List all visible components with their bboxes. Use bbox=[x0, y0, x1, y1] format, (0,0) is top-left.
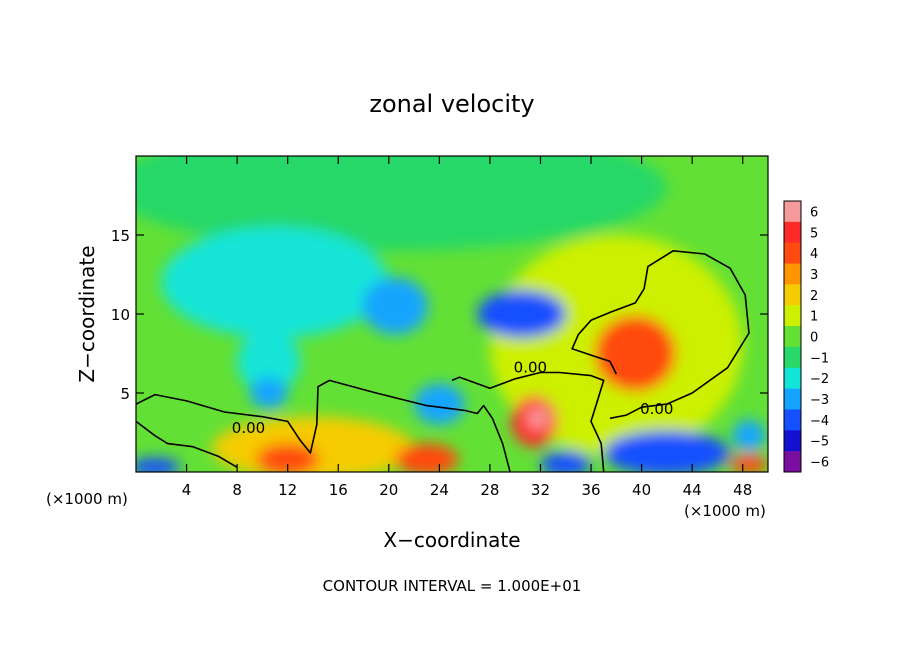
contour-interval-note: CONTOUR INTERVAL = 1.000E+01 bbox=[323, 577, 582, 595]
field-lower-red-mid bbox=[395, 443, 459, 472]
field-surface-blue-mid bbox=[540, 451, 592, 472]
x-axis-label: X−coordinate bbox=[383, 528, 520, 552]
chart-title: zonal velocity bbox=[369, 90, 534, 118]
x-tick-label: 4 bbox=[182, 481, 192, 499]
x-tick-label: 36 bbox=[581, 481, 600, 499]
colorbar-label: 2 bbox=[810, 289, 818, 304]
x-tick-label: 48 bbox=[733, 481, 752, 499]
x-tick-label: 44 bbox=[683, 481, 702, 499]
field-surface-red-right bbox=[730, 454, 768, 472]
colorbar-label: −1 bbox=[810, 351, 829, 366]
field-blue-core-a bbox=[362, 277, 428, 335]
field-red-plume-top bbox=[526, 407, 550, 430]
field-blue-patch-center bbox=[414, 383, 465, 425]
velocity-field bbox=[136, 156, 768, 472]
field-cyan-patch-left bbox=[237, 329, 301, 393]
colorbar-swatch bbox=[784, 430, 801, 452]
colorbar: 6 5 4 3 2 1 0 −1 −2 −3 −4 −5 −6 bbox=[783, 200, 829, 473]
x-tick-label: 8 bbox=[232, 481, 242, 499]
colorbar-label: 0 bbox=[810, 331, 818, 346]
x-units-left: (×1000 m) bbox=[46, 490, 128, 508]
field-cyan-band-left bbox=[161, 227, 389, 338]
x-tick-label: 40 bbox=[632, 481, 651, 499]
colorbar-swatch bbox=[784, 284, 801, 306]
y-axis: 5 10 15 bbox=[111, 227, 768, 403]
colorbar-label: −2 bbox=[810, 372, 829, 387]
field-jet-core-inner bbox=[607, 331, 664, 379]
colorbar-swatch bbox=[784, 221, 801, 243]
y-tick-label: 10 bbox=[111, 306, 130, 324]
colorbar-swatch bbox=[784, 201, 801, 223]
x-tick-label: 32 bbox=[531, 481, 550, 499]
zero-contour-lower bbox=[136, 379, 511, 472]
colorbar-swatch bbox=[784, 326, 801, 348]
field-surface-blue-right bbox=[603, 430, 731, 472]
colorbar-label: −3 bbox=[810, 393, 829, 408]
colorbar-label: 5 bbox=[810, 226, 818, 241]
colorbar-label: 4 bbox=[810, 247, 818, 262]
x-tick-label: 12 bbox=[278, 481, 297, 499]
field-blue-patch-left bbox=[249, 377, 288, 409]
colorbar-swatch bbox=[784, 305, 801, 327]
zero-contours bbox=[136, 250, 750, 472]
colorbar-frame bbox=[783, 200, 802, 473]
colorbar-label: −6 bbox=[810, 456, 829, 471]
colorbar-label: −4 bbox=[810, 414, 829, 429]
x-tick-label: 24 bbox=[430, 481, 449, 499]
contour-labels: 0.00 0.00 0.00 bbox=[232, 359, 674, 437]
colorbar-label: 6 bbox=[810, 205, 818, 220]
zero-contour-mid bbox=[451, 371, 605, 472]
colorbar-swatch bbox=[784, 263, 801, 285]
field-blue-core-b bbox=[477, 290, 566, 338]
x-tick-label: 16 bbox=[329, 481, 348, 499]
zero-contour-right bbox=[571, 250, 750, 420]
colorbar-swatch bbox=[784, 451, 801, 473]
y-tick-label: 15 bbox=[111, 227, 130, 245]
colorbar-swatch bbox=[784, 409, 801, 431]
contour-label: 0.00 bbox=[232, 419, 265, 437]
field-lower-red-left bbox=[256, 443, 320, 472]
field-surface-blue-left bbox=[136, 457, 181, 472]
colorbar-swatch bbox=[784, 388, 801, 410]
y-axis-label: Z−coordinate bbox=[75, 245, 99, 382]
y-tick-label: 5 bbox=[120, 385, 130, 403]
x-tick-label: 20 bbox=[379, 481, 398, 499]
zero-contour-left-box bbox=[136, 420, 238, 468]
colorbar-label: 1 bbox=[810, 310, 818, 325]
x-axis: 4 8 12 16 20 24 28 32 36 40 44 48 bbox=[182, 156, 752, 499]
contour-label: 0.00 bbox=[514, 359, 547, 377]
x-tick-label: 28 bbox=[480, 481, 499, 499]
colorbar-swatch bbox=[784, 346, 801, 369]
field-upper-ambient bbox=[136, 156, 667, 251]
x-units-right: (×1000 m) bbox=[684, 502, 766, 520]
colorbar-label: −5 bbox=[810, 435, 829, 450]
field-surface-blue-far-right bbox=[732, 419, 766, 452]
colorbar-label: 3 bbox=[810, 268, 818, 283]
colorbar-swatch bbox=[784, 367, 801, 389]
contour-label: 0.00 bbox=[640, 400, 673, 418]
colorbar-swatch bbox=[784, 242, 801, 264]
